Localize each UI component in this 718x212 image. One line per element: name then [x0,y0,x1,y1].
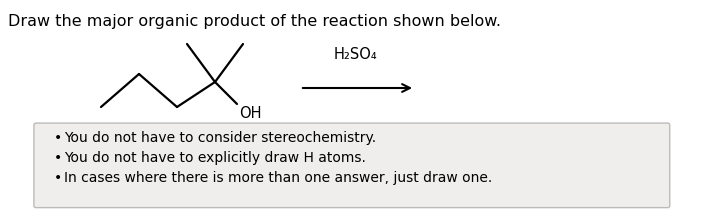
Text: Draw the major organic product of the reaction shown below.: Draw the major organic product of the re… [8,14,501,29]
Text: •: • [54,151,62,165]
Text: You do not have to consider stereochemistry.: You do not have to consider stereochemis… [64,131,376,145]
FancyBboxPatch shape [34,123,670,208]
Text: OH: OH [239,106,261,121]
Text: •: • [54,171,62,185]
Text: You do not have to explicitly draw H atoms.: You do not have to explicitly draw H ato… [64,151,365,165]
Text: •: • [54,131,62,145]
Text: In cases where there is more than one answer, just draw one.: In cases where there is more than one an… [64,171,492,185]
Text: H₂SO₄: H₂SO₄ [333,47,377,62]
